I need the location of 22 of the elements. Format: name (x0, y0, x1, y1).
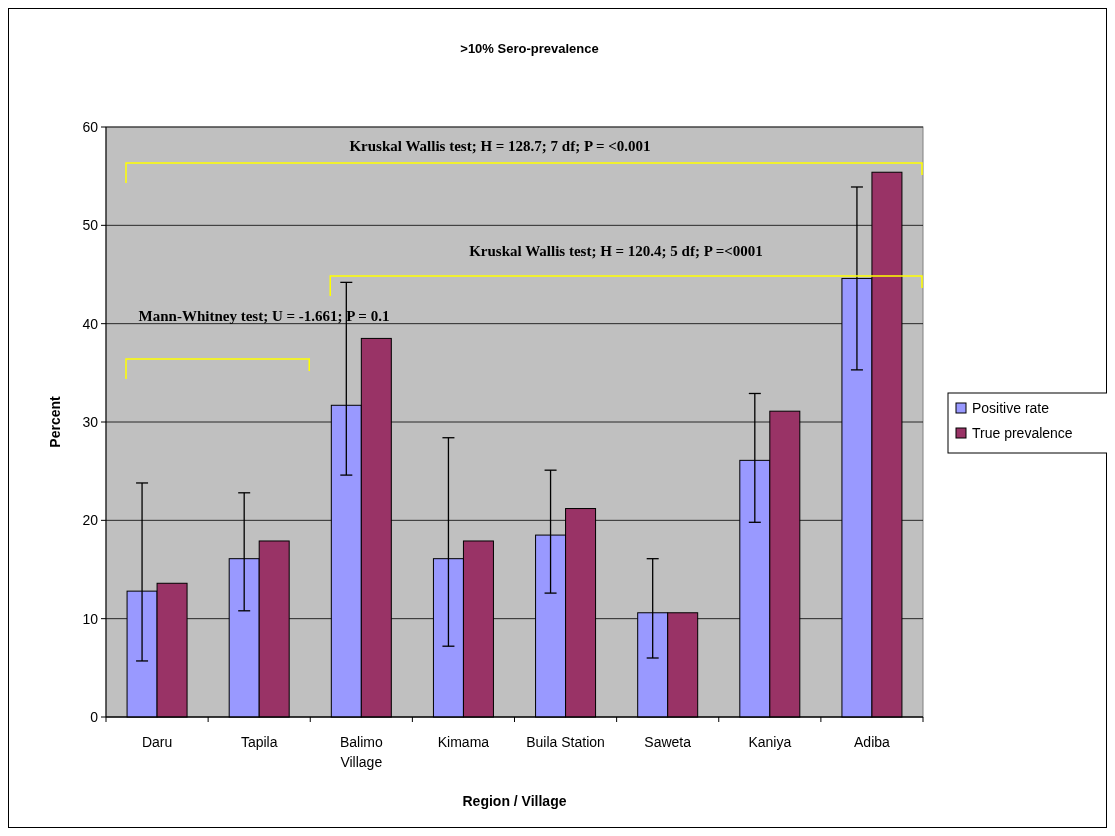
y-tick-label: 30 (82, 413, 99, 430)
y-tick-label: 40 (82, 315, 99, 332)
x-tick-label: Adiba (854, 734, 891, 750)
x-tick-label: Saweta (644, 734, 692, 750)
y-tick-label: 0 (90, 708, 99, 725)
y-axis-title: Percent (47, 395, 63, 448)
x-tick-label: Kimama (437, 734, 490, 750)
x-tick-label: Buila Station (526, 734, 605, 750)
legend-label: Positive rate (972, 399, 1050, 416)
x-tick-label: Tapila (240, 734, 278, 750)
x-axis-title: Region / Village (462, 793, 567, 809)
y-tick-label: 60 (82, 118, 99, 135)
y-tick-label: 10 (82, 610, 99, 627)
x-tick-label: Balimo Village (339, 734, 383, 770)
y-tick-label: 50 (82, 217, 99, 234)
annotation: Kruskal Wallis test; H = 128.7; 7 df; P = <0.001 (349, 138, 651, 154)
x-tick-label: Daru (141, 734, 173, 750)
annotation: Kruskal Wallis test; H = 120.4; 5 df; P =<0001 (469, 243, 763, 259)
y-tick-label: 20 (82, 512, 99, 529)
x-tick-label: Kaniya (748, 734, 792, 750)
chart-title: >10% Sero-prevalence (460, 41, 599, 56)
legend-label: True prevalence (972, 424, 1073, 441)
